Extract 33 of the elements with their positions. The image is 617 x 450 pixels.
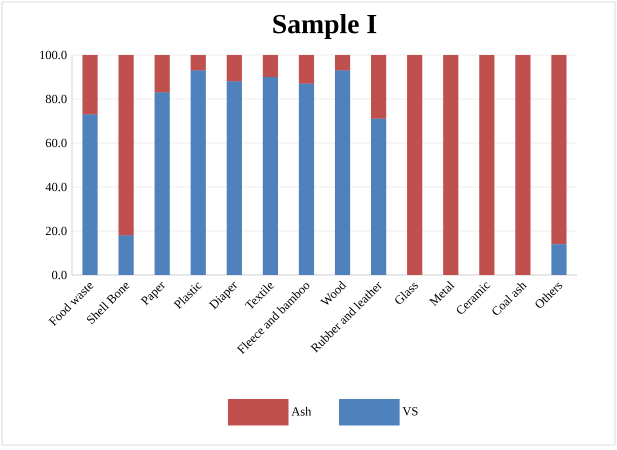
- bar: [190, 54, 206, 70]
- bar: [298, 84, 314, 275]
- y-tick-label: 100.0: [40, 50, 67, 60]
- legend-label: VS: [402, 407, 418, 416]
- bar: [262, 76, 278, 275]
- bar: [154, 92, 170, 275]
- bar: [190, 70, 206, 275]
- bar: [551, 54, 567, 244]
- y-tick-label: 0.0: [52, 270, 67, 280]
- bar: [262, 54, 278, 77]
- legend-label: Ash: [291, 406, 312, 416]
- y-tick-label: 60.0: [46, 138, 67, 148]
- bar: [226, 54, 242, 82]
- bar: [82, 114, 98, 275]
- bar: [334, 70, 350, 275]
- bar: [298, 54, 314, 84]
- y-tick-label: 80.0: [46, 94, 67, 104]
- y-tick-label: 20.0: [46, 226, 67, 236]
- bar: [226, 81, 242, 275]
- bar: [479, 54, 494, 275]
- bar: [551, 244, 567, 275]
- bar: [82, 54, 98, 114]
- bar: [334, 54, 350, 70]
- y-tick-label: 40.0: [46, 182, 67, 192]
- bar: [407, 54, 422, 275]
- bar: [154, 54, 170, 92]
- bar: [371, 54, 386, 119]
- bar: [515, 54, 531, 275]
- bar: [118, 54, 134, 236]
- bar: [118, 235, 134, 275]
- bar: [371, 118, 386, 275]
- bar: [443, 54, 458, 275]
- chart-title: Sample I: [273, 14, 376, 40]
